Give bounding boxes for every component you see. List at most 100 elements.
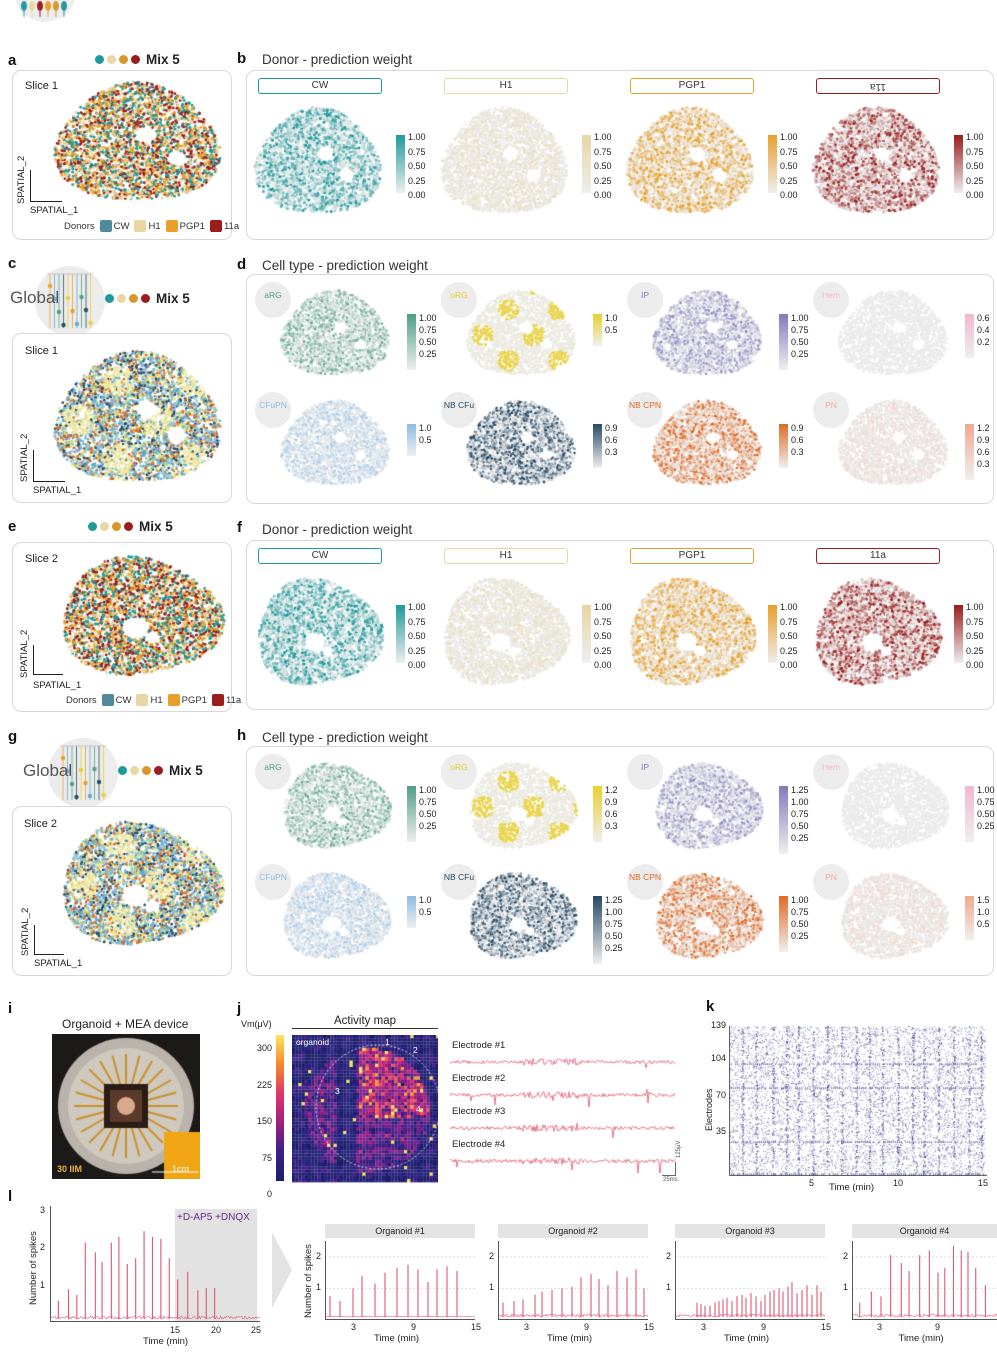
l-xlabel: Time (min) [143, 1336, 189, 1347]
xtick: 15 [471, 1322, 482, 1332]
spike-trace-main [50, 1205, 260, 1323]
xtick: 9 [935, 1322, 941, 1332]
colorbar-tick: 1.00 [780, 132, 798, 142]
colorbar-ticks: 1.00 0.75 0.50 0.25 [419, 784, 437, 832]
celltype-icon: NB CPN [627, 392, 663, 428]
activity-colorbar [276, 1035, 284, 1181]
pgp1-dot [129, 294, 138, 303]
pgp1-dot [142, 766, 151, 775]
axes [498, 1241, 648, 1320]
celltype-label: NB CPN [628, 400, 662, 410]
panel-label-h: h [237, 727, 247, 744]
colorbar-tick: 0.75 [977, 797, 995, 807]
electrode-trace [450, 1083, 678, 1107]
colorbar-tick: 0.75 [419, 325, 437, 335]
colorbar-tick: 0.4 [977, 325, 990, 335]
colorbar-tick: 0.25 [419, 821, 437, 831]
colorbar-tick: 0.25 [605, 943, 623, 953]
colorbar-tick: 1.00 [419, 313, 437, 323]
colorbar-tick: 1.00 [791, 895, 809, 905]
xtick: 20 [211, 1325, 222, 1335]
colorbar-tick: 0.6 [605, 435, 618, 445]
ytick: 1 [666, 1282, 672, 1293]
celltype-label: NB CFu [443, 872, 475, 882]
xlabel: Time (min) [374, 1333, 420, 1344]
organoid-annotation: organoid [296, 1037, 330, 1047]
colorbar [965, 314, 974, 358]
colorbar-tick: 0.9 [605, 797, 618, 807]
celltype-icon: Hem [813, 282, 849, 318]
voltage-scale-label: 125μV [676, 1140, 682, 1158]
celltype-icon: oRG [441, 282, 477, 318]
colorbar [582, 605, 591, 663]
axes [675, 1241, 825, 1320]
colorbar-tick: 1.5 [977, 895, 990, 905]
colorbar [593, 424, 602, 468]
colorbar-tick: 1.00 [594, 602, 612, 612]
donors-legend: Donors CW H1 PGP1 11a [64, 220, 239, 232]
celltype-icon: NB CPN [627, 864, 663, 900]
donor-weight-scatter [620, 98, 760, 228]
treatment-label: +D-AP5 +DNQX [177, 1212, 250, 1223]
y-axis-label: SPATIAL_2 [16, 155, 27, 204]
colorbar [593, 896, 602, 964]
treatment-shade [175, 1209, 257, 1321]
colorbar-ticks: 1.00 0.75 0.50 0.25 0.00 [780, 600, 798, 673]
colorbar-tick: 0.2 [977, 337, 990, 347]
celltype-weight-scatter [833, 283, 953, 387]
marker-4: 4 [416, 1104, 421, 1114]
cw-dot [118, 766, 127, 775]
electrode-label: Electrode #1 [452, 1040, 506, 1051]
colorbar-ticks: 1.00 0.75 0.50 0.25 [791, 312, 809, 360]
colorbar-tick: 0.50 [780, 161, 798, 171]
electrode-trace [450, 1050, 678, 1074]
celltype-label: PN [825, 400, 837, 410]
xtick: 15 [821, 1322, 832, 1332]
xtick: 9 [411, 1322, 417, 1332]
celltype-scatter-slice1 [45, 340, 230, 500]
pgp1-dot [119, 55, 128, 64]
donors-legend: Donors CW H1 PGP1 11a [66, 694, 241, 706]
slice-label: Slice 2 [24, 818, 58, 830]
11a-swatch [211, 694, 224, 706]
legend-title: Donors [66, 694, 97, 706]
celltype-weight-scatter [275, 865, 395, 969]
xlabel: Time (min) [547, 1333, 593, 1344]
mix-legend: Mix 5 [88, 519, 173, 534]
cbar-tick: 300 [256, 1043, 272, 1053]
colorbar [396, 135, 405, 193]
activity-map-title: Activity map [292, 1015, 438, 1029]
colorbar-tick: 0.6 [977, 313, 990, 323]
slice-label: Slice 2 [25, 553, 59, 565]
celltype-weight-scatter [833, 755, 953, 859]
panel-title-d: Cell type - prediction weight [262, 258, 428, 273]
h1-dot [100, 522, 109, 531]
mix-legend: Mix 5 [105, 291, 190, 306]
colorbar-tick: 0.50 [966, 631, 984, 641]
h1-dot [130, 766, 139, 775]
colorbar [965, 896, 974, 940]
xtick: 15 [644, 1322, 655, 1332]
electrode-trace [450, 1149, 678, 1173]
celltype-label: aRG [264, 762, 282, 772]
colorbar-tick: 0.50 [791, 919, 809, 929]
mix-label: Mix 5 [146, 52, 180, 67]
global-label: Global [23, 761, 73, 780]
legend-11a: 11a [223, 220, 240, 232]
legend-11a: 11a [225, 694, 242, 706]
panel-label-k: k [706, 998, 715, 1015]
11a-dot [154, 766, 163, 775]
colorbar-tick: 0.00 [966, 190, 984, 200]
colorbar-ticks: 1.0 0.5 [419, 894, 432, 918]
colorbar-tick: 0.00 [780, 190, 798, 200]
colorbar-tick: 0.25 [977, 821, 995, 831]
colorbar-tick: 0.75 [966, 146, 984, 157]
11a-dot [131, 55, 140, 64]
colorbar-tick: 1.00 [966, 602, 984, 612]
colorbar-tick: 0.75 [419, 797, 437, 807]
panel-title-b: Donor - prediction weight [262, 52, 413, 67]
celltype-weight-scatter [461, 283, 581, 387]
colorbar [407, 786, 416, 842]
colorbar-ticks: 1.00 0.75 0.50 0.25 0.00 [408, 600, 426, 673]
mix-legend: Mix 5 [95, 52, 180, 67]
